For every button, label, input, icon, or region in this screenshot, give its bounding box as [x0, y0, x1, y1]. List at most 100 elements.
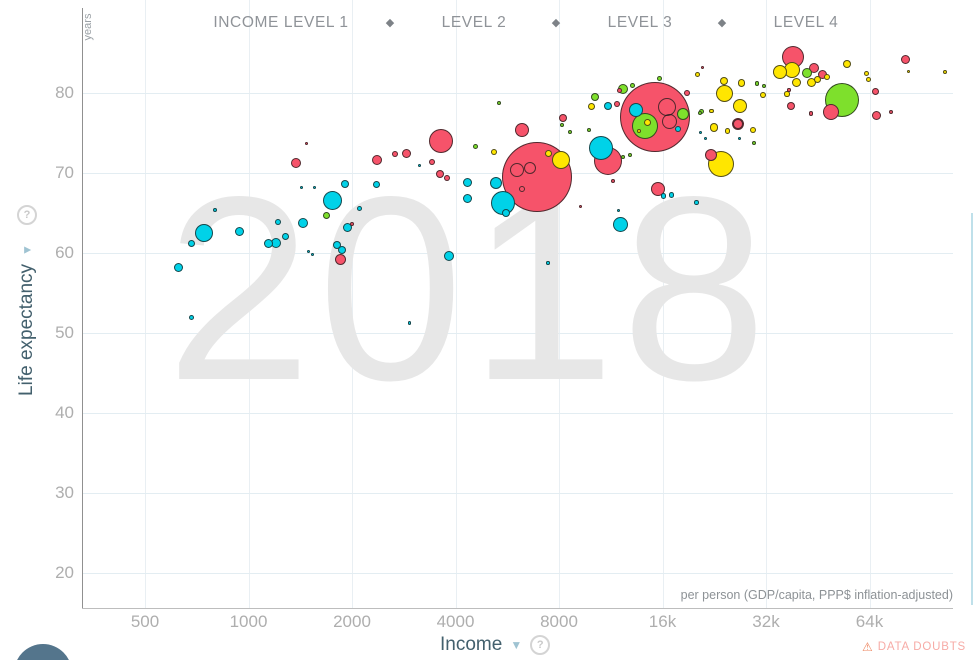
country-bubble[interactable]: [732, 117, 745, 130]
country-bubble[interactable]: [676, 108, 689, 121]
country-bubble[interactable]: [560, 123, 565, 128]
country-bubble[interactable]: [738, 79, 746, 87]
country-bubble[interactable]: [617, 87, 623, 93]
country-bubble[interactable]: [694, 199, 699, 205]
country-bubble[interactable]: [588, 102, 596, 110]
country-bubble[interactable]: [784, 91, 790, 97]
country-bubble[interactable]: [889, 109, 894, 114]
country-bubble[interactable]: [340, 179, 350, 189]
country-bubble[interactable]: [357, 206, 363, 212]
country-bubble[interactable]: [392, 151, 399, 158]
country-bubble[interactable]: [323, 191, 343, 211]
country-bubble[interactable]: [906, 70, 910, 74]
country-bubble[interactable]: [824, 82, 859, 117]
x-axis-dropdown-arrow-icon[interactable]: ▼: [510, 638, 523, 652]
country-bubble[interactable]: [568, 129, 573, 134]
menu-circle-button[interactable]: [14, 644, 72, 660]
country-bubble[interactable]: [709, 108, 714, 114]
country-bubble[interactable]: [300, 185, 304, 189]
country-bubble[interactable]: [787, 88, 791, 92]
x-axis-title-control[interactable]: Income ▼ ?: [440, 633, 551, 657]
country-bubble[interactable]: [586, 128, 591, 133]
country-bubble[interactable]: [263, 238, 273, 248]
country-bubble[interactable]: [281, 233, 289, 241]
country-bubble[interactable]: [644, 118, 652, 126]
country-bubble[interactable]: [545, 149, 553, 157]
country-bubble[interactable]: [372, 154, 383, 165]
country-bubble[interactable]: [613, 217, 629, 233]
country-bubble[interactable]: [817, 69, 827, 79]
country-bubble[interactable]: [462, 193, 472, 203]
country-bubble[interactable]: [436, 170, 445, 179]
country-bubble[interactable]: [489, 177, 502, 189]
country-bubble[interactable]: [872, 88, 880, 96]
country-bubble[interactable]: [842, 59, 851, 68]
country-bubble[interactable]: [546, 261, 550, 265]
country-bubble[interactable]: [629, 103, 644, 118]
country-bubble[interactable]: [866, 77, 872, 83]
country-bubble[interactable]: [496, 100, 501, 105]
country-bubble[interactable]: [621, 155, 626, 160]
country-bubble[interactable]: [444, 250, 454, 261]
country-bubble[interactable]: [697, 111, 702, 116]
country-bubble[interactable]: [754, 81, 760, 86]
country-bubble[interactable]: [698, 131, 702, 135]
country-bubble[interactable]: [591, 93, 600, 102]
country-bubble[interactable]: [650, 181, 665, 196]
country-bubble[interactable]: [705, 148, 718, 161]
country-bubble[interactable]: [304, 142, 308, 146]
country-bubble[interactable]: [724, 128, 731, 134]
country-bubble[interactable]: [823, 103, 840, 120]
country-bubble[interactable]: [472, 144, 478, 150]
country-bubble[interactable]: [603, 102, 612, 111]
country-bubble[interactable]: [786, 102, 795, 111]
country-bubble[interactable]: [628, 152, 633, 157]
country-bubble[interactable]: [514, 123, 529, 138]
country-bubble[interactable]: [275, 219, 282, 226]
country-bubble[interactable]: [791, 78, 801, 88]
country-bubble[interactable]: [559, 114, 568, 123]
country-bubble[interactable]: [518, 185, 525, 192]
country-bubble[interactable]: [611, 179, 616, 184]
country-bubble[interactable]: [709, 123, 719, 133]
country-bubble[interactable]: [323, 212, 331, 220]
country-bubble[interactable]: [310, 252, 314, 256]
country-bubble[interactable]: [337, 246, 346, 255]
country-bubble[interactable]: [234, 227, 244, 237]
country-bubble[interactable]: [297, 218, 308, 229]
country-bubble[interactable]: [749, 126, 757, 134]
country-bubble[interactable]: [662, 113, 678, 129]
country-bubble[interactable]: [715, 84, 733, 102]
country-bubble[interactable]: [824, 74, 831, 81]
country-bubble[interactable]: [942, 69, 947, 74]
country-bubble[interactable]: [614, 100, 621, 107]
country-bubble[interactable]: [333, 240, 342, 249]
country-bubble[interactable]: [761, 84, 766, 89]
country-bubble[interactable]: [189, 315, 195, 321]
country-bubble[interactable]: [616, 208, 620, 212]
country-bubble[interactable]: [700, 65, 705, 70]
country-bubble[interactable]: [552, 150, 571, 169]
country-bubble[interactable]: [759, 91, 766, 98]
country-bubble[interactable]: [428, 159, 435, 166]
country-bubble[interactable]: [719, 77, 728, 86]
country-bubble[interactable]: [738, 136, 742, 140]
country-bubble[interactable]: [372, 181, 380, 189]
country-bubble[interactable]: [772, 64, 787, 79]
country-bubble[interactable]: [429, 128, 453, 153]
country-bubble[interactable]: [751, 140, 756, 145]
country-bubble[interactable]: [872, 111, 882, 121]
country-bubble[interactable]: [637, 128, 642, 133]
country-bubble[interactable]: [290, 157, 301, 168]
country-bubble[interactable]: [589, 135, 614, 160]
country-bubble[interactable]: [334, 254, 346, 266]
y-axis-title[interactable]: Life expectancy: [16, 263, 37, 396]
country-bubble[interactable]: [313, 186, 317, 190]
x-axis-help-icon[interactable]: ?: [530, 635, 551, 655]
y-axis-dropdown-arrow-icon[interactable]: ▼: [20, 244, 34, 256]
country-bubble[interactable]: [668, 192, 675, 198]
country-bubble[interactable]: [306, 250, 310, 254]
country-bubble[interactable]: [814, 76, 822, 84]
country-bubble[interactable]: [674, 126, 681, 133]
country-bubble[interactable]: [683, 90, 690, 97]
